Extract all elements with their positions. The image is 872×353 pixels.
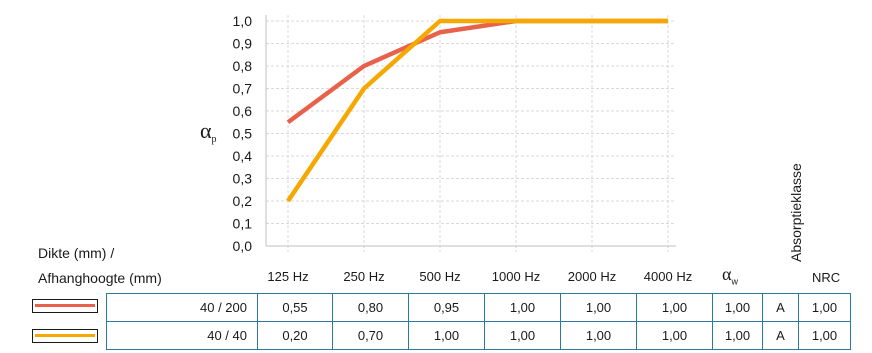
dims-cell: 40 / 200 [106, 293, 258, 322]
y-tick-label: 0,4 [233, 148, 253, 164]
value-cell: 1,00 [560, 321, 637, 350]
value-cell: 0,80 [332, 293, 409, 322]
legend-line-row2 [35, 334, 95, 337]
y-axis-label: αp [200, 118, 217, 145]
legend-swatch-row2 [32, 329, 98, 343]
x-tick-250: 250 Hz [343, 269, 385, 284]
klasse-cell: A [762, 293, 799, 322]
table-row: 40 / 40 0,20 0,70 1,00 1,00 1,00 1,00 1,… [106, 321, 851, 350]
x-tick-125: 125 Hz [267, 269, 309, 284]
nrc-cell: 1,00 [798, 293, 851, 322]
y-tick-label: 0,1 [233, 216, 253, 232]
legend-line-row1 [35, 304, 95, 307]
x-tick-4000: 4000 Hz [643, 269, 693, 284]
absorptieklasse-header: Absorptieklasse [788, 163, 804, 262]
nrc-cell: 1,00 [798, 321, 851, 350]
value-cell: 0,95 [408, 293, 485, 322]
nrc-header: NRC [812, 270, 841, 285]
x-tick-500: 500 Hz [419, 269, 461, 284]
alpha-w-cell: 1,00 [712, 321, 763, 350]
series-line-2 [286, 18, 668, 203]
x-tick-2000: 2000 Hz [567, 269, 617, 284]
value-cell: 1,00 [636, 321, 713, 350]
value-cell: 0,20 [257, 321, 333, 350]
dikte-label-line2: Afhanghoogte (mm) [38, 270, 162, 286]
y-tick-label: 0,8 [233, 58, 253, 74]
value-cell: 1,00 [636, 293, 713, 322]
y-tick-label: 0,0 [233, 238, 253, 254]
y-axis-label-sub: p [212, 134, 217, 145]
klasse-cell: A [762, 321, 799, 350]
y-tick-label: 0,9 [233, 36, 253, 52]
value-cell: 1,00 [408, 321, 485, 350]
x-tick-1000: 1000 Hz [491, 269, 541, 284]
value-cell: 0,70 [332, 321, 409, 350]
y-tick-label: 0,5 [233, 126, 253, 142]
absorption-chart: 0,0 0,1 0,2 0,3 0,4 0,5 0,6 0,7 0,8 0,9 1,0 αp [200, 13, 676, 254]
series-line-1 [286, 18, 668, 125]
value-cell: 1,00 [484, 321, 561, 350]
value-cell: 0,55 [257, 293, 333, 322]
dims-cell: 40 / 40 [106, 321, 258, 350]
values-table: 40 / 200 0,55 0,80 0,95 1,00 1,00 1,00 1… [106, 293, 851, 350]
y-tick-label: 0,2 [233, 193, 253, 209]
y-tick-label: 0,7 [233, 81, 253, 97]
value-cell: 1,00 [560, 293, 637, 322]
table-row: 40 / 200 0,55 0,80 0,95 1,00 1,00 1,00 1… [106, 293, 851, 322]
y-tick-label: 0,3 [233, 171, 253, 187]
value-cell: 1,00 [484, 293, 561, 322]
alpha-w-cell: 1,00 [712, 293, 763, 322]
alpha-w-header: αw [722, 264, 738, 287]
dikte-label-line1: Dikte (mm) / [38, 245, 115, 261]
y-tick-label: 0,6 [233, 103, 253, 119]
y-tick-label: 1,0 [233, 13, 253, 29]
legend-swatch-row1 [32, 299, 98, 313]
